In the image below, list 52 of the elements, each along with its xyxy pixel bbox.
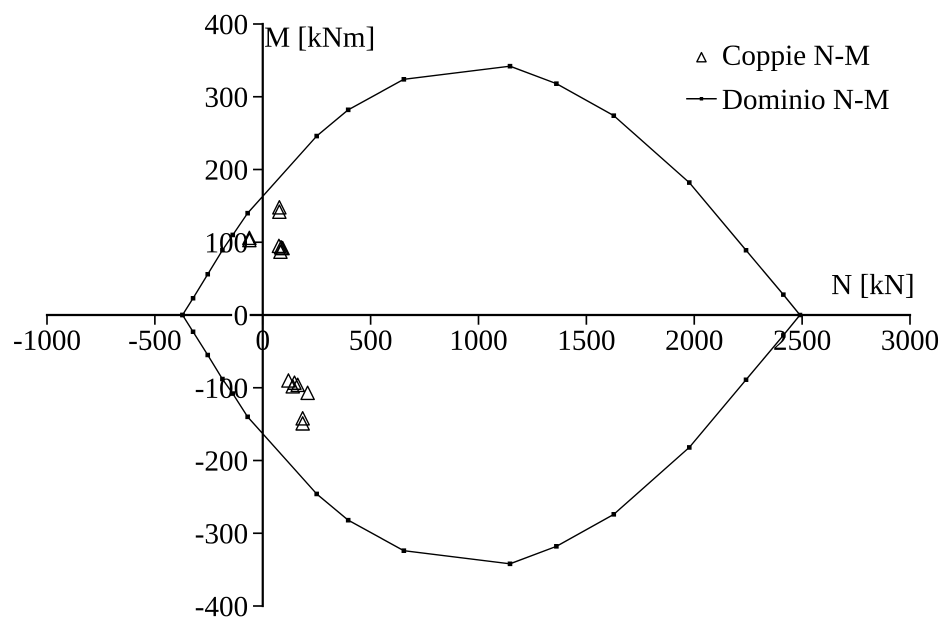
- point: [402, 548, 406, 554]
- point: [781, 292, 786, 297]
- y-axis-title: M [kNm]: [265, 26, 374, 51]
- x-tick-label: 1500: [560, 330, 614, 350]
- point: [686, 180, 692, 185]
- point: [346, 518, 350, 522]
- point: [190, 329, 196, 334]
- legend-label: Dominio N-M: [722, 90, 889, 110]
- point: [273, 244, 288, 259]
- y-tick-label: -200: [196, 451, 248, 471]
- point: [744, 377, 748, 382]
- point: [554, 544, 559, 549]
- y-tick-label: -300: [196, 524, 248, 544]
- point: [245, 210, 250, 216]
- point: [190, 296, 196, 301]
- point: [314, 134, 319, 138]
- point: [205, 272, 210, 277]
- point: [611, 113, 616, 118]
- point: [611, 512, 616, 517]
- point: [272, 204, 287, 219]
- point: [281, 373, 296, 388]
- point: [314, 492, 319, 496]
- x-tick-label: 3000: [882, 330, 938, 350]
- point: [508, 562, 512, 566]
- point: [295, 411, 310, 426]
- point: [686, 445, 692, 450]
- x-tick-label: -500: [129, 330, 180, 350]
- point: [554, 81, 559, 86]
- point: [300, 386, 315, 400]
- y-tick-label: -400: [196, 596, 248, 616]
- point: [245, 414, 250, 420]
- point: [346, 108, 350, 112]
- point: [205, 352, 210, 358]
- point: [272, 200, 287, 215]
- y-tick-label: 400: [204, 14, 248, 34]
- y-tick-label: 0: [234, 306, 248, 326]
- point: [744, 248, 748, 253]
- x-tick-label: -1000: [14, 330, 80, 350]
- point: [290, 378, 305, 392]
- point: [287, 375, 302, 390]
- point: [798, 312, 802, 318]
- x-axis-title: N [kN]: [832, 274, 912, 298]
- y-tick-label: 300: [206, 87, 248, 108]
- point: [295, 416, 310, 431]
- x-tick-label: 2000: [666, 330, 722, 350]
- point: [508, 64, 512, 68]
- point: [285, 379, 300, 394]
- y-tick-label: 200: [206, 160, 248, 180]
- x-tick-label: 500: [350, 330, 392, 350]
- point: [402, 76, 406, 82]
- legend-label: Coppie N-M: [723, 46, 870, 72]
- x-tick-label: 1000: [452, 330, 507, 350]
